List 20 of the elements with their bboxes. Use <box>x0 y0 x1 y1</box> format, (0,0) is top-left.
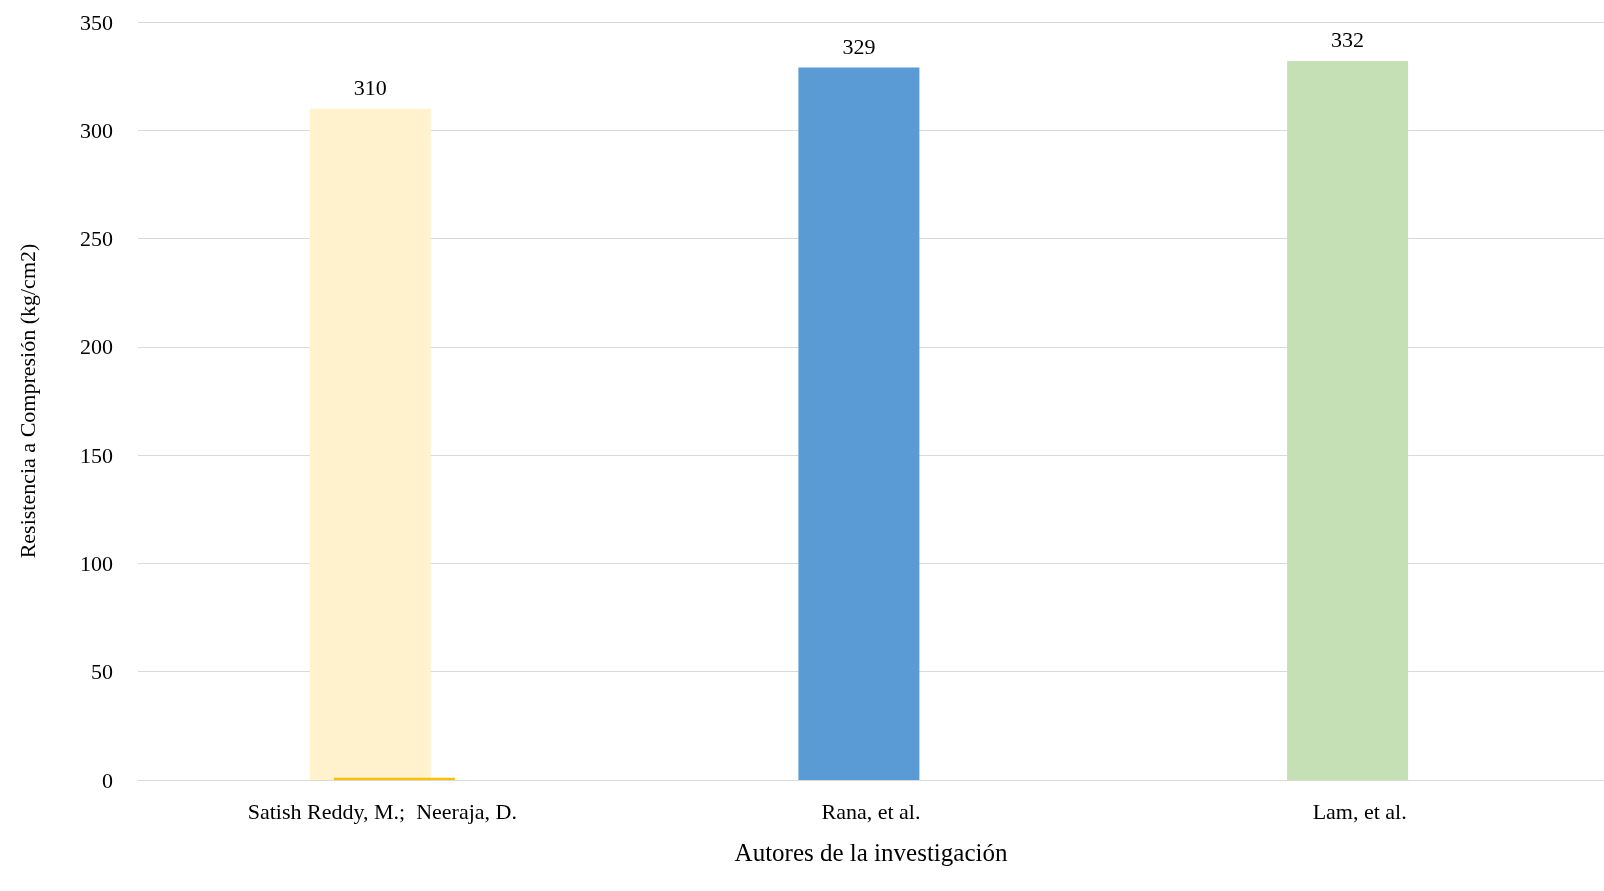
x-tick-label: Rana, et al. <box>821 798 921 824</box>
y-tick-label: 150 <box>80 442 113 468</box>
y-tick-label: 300 <box>80 117 113 143</box>
bar <box>798 67 920 780</box>
data-label: 329 <box>842 33 876 59</box>
x-axis-title: Autores de la investigación <box>734 839 1008 866</box>
x-tick-label: Satish Reddy, M.; Neeraja, D. <box>247 798 517 824</box>
y-tick-label: 0 <box>102 767 113 793</box>
data-label: 332 <box>1331 27 1365 53</box>
data-label: 310 <box>353 75 387 101</box>
y-tick-label: 350 <box>80 9 113 35</box>
y-tick-label: 100 <box>80 550 113 576</box>
bar <box>309 108 431 780</box>
bar <box>1287 60 1409 780</box>
y-axis-title: Resistencia a Compresión (kg/cm2) <box>14 243 40 559</box>
y-tick-label: 250 <box>80 226 113 252</box>
y-tick-label: 200 <box>80 334 113 360</box>
x-tick-label: Lam, et al. <box>1312 798 1407 824</box>
bar <box>333 777 455 780</box>
y-tick-label: 50 <box>91 659 113 685</box>
